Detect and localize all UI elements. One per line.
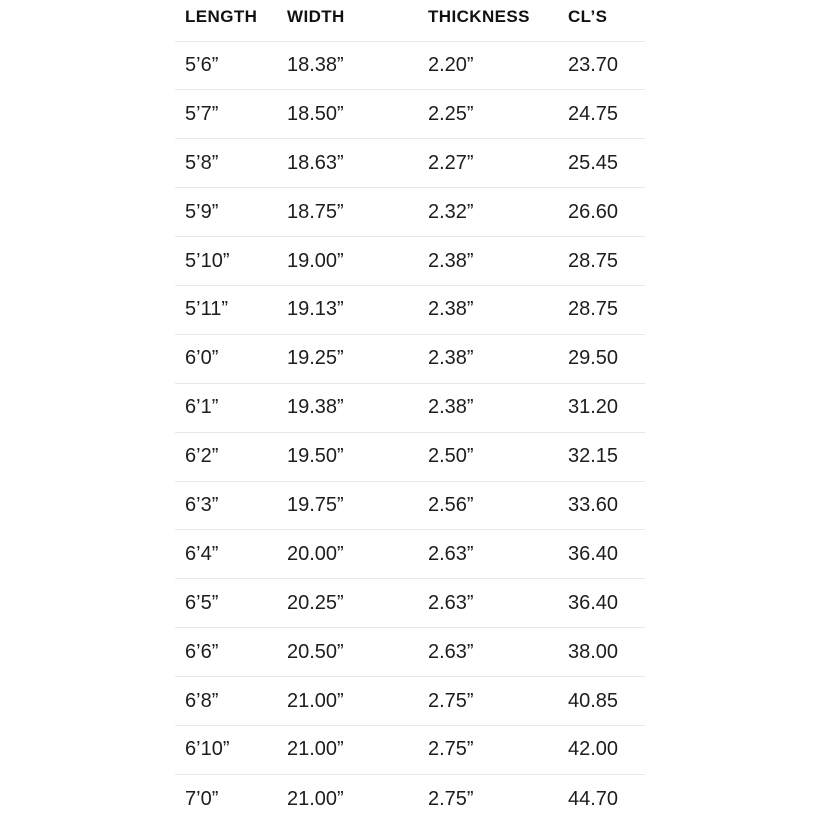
table-cell: 44.70: [568, 787, 619, 810]
table-cell: 2.56”: [428, 493, 474, 516]
table-cell: 2.38”: [428, 396, 474, 419]
table-cell: 21.00”: [287, 738, 344, 761]
table-row: 5’6” 18.38” 2.20” 23.70: [175, 41, 645, 90]
table-cell: 18.38”: [287, 53, 344, 76]
table-cell: 2.32”: [428, 200, 474, 223]
table-cell: 2.38”: [428, 347, 474, 370]
table-cell: 28.75: [568, 298, 619, 321]
table-cell: 6’8”: [185, 689, 219, 712]
table-cell: 24.75: [568, 102, 619, 125]
table-cell: 2.75”: [428, 738, 474, 761]
size-chart-table: LENGTH WIDTH THICKNESS CL’S 5’6” 18.38” 2.…: [175, 0, 645, 823]
table-row: 6’6” 20.50” 2.63” 38.00: [175, 627, 645, 677]
table-cell: 32.15: [568, 445, 619, 468]
table-cell: 5’6”: [185, 53, 219, 76]
table-cell: 6’5”: [185, 591, 219, 614]
table-row: 6’0” 19.25” 2.38” 29.50: [175, 334, 645, 383]
table-cell: 21.00”: [287, 787, 344, 810]
table-cell: 2.27”: [428, 151, 474, 174]
table-cell: 19.13”: [287, 298, 344, 321]
table-row: 6’10” 21.00” 2.75” 42.00: [175, 725, 645, 774]
table-cell: 2.25”: [428, 102, 474, 125]
table-cell: 18.63”: [287, 151, 344, 174]
column-header-length: LENGTH: [185, 7, 258, 27]
table-cell: 2.50”: [428, 445, 474, 468]
table-cell: 6’4”: [185, 542, 219, 565]
table-cell: 33.60: [568, 493, 619, 516]
table-cell: 2.75”: [428, 787, 474, 810]
table-cell: 2.38”: [428, 249, 474, 272]
column-header-width: WIDTH: [287, 7, 345, 27]
table-cell: 19.50”: [287, 445, 344, 468]
table-cell: 2.38”: [428, 298, 474, 321]
table-row: 6’1” 19.38” 2.38” 31.20: [175, 383, 645, 432]
table-cell: 19.75”: [287, 493, 344, 516]
table-row: 6’5” 20.25” 2.63” 36.40: [175, 578, 645, 628]
table-row: 5’8” 18.63” 2.27” 25.45: [175, 138, 645, 188]
table-cell: 7’0”: [185, 787, 219, 810]
table-cell: 2.63”: [428, 591, 474, 614]
table-cell: 2.75”: [428, 689, 474, 712]
table-cell: 2.20”: [428, 53, 474, 76]
table-cell: 2.63”: [428, 542, 474, 565]
table-cell: 5’9”: [185, 200, 219, 223]
table-cell: 19.25”: [287, 347, 344, 370]
table-row: 6’8” 21.00” 2.75” 40.85: [175, 676, 645, 726]
table-cell: 6’1”: [185, 396, 219, 419]
size-chart: LENGTH WIDTH THICKNESS CL’S 5’6” 18.38” 2.…: [175, 0, 645, 823]
table-cell: 6’2”: [185, 445, 219, 468]
table-cell: 20.00”: [287, 542, 344, 565]
table-cell: 19.00”: [287, 249, 344, 272]
header-row: LENGTH WIDTH THICKNESS CL’S: [175, 0, 645, 41]
table-cell: 6’3”: [185, 493, 219, 516]
table-cell: 21.00”: [287, 689, 344, 712]
table-cell: 25.45: [568, 151, 619, 174]
table-cell: 20.25”: [287, 591, 344, 614]
table-cell: 31.20: [568, 396, 619, 419]
table-cell: 42.00: [568, 738, 619, 761]
table-row: 6’2” 19.50” 2.50” 32.15: [175, 432, 645, 481]
table-cell: 38.00: [568, 640, 619, 663]
table-cell: 6’6”: [185, 640, 219, 663]
table-cell: 18.75”: [287, 200, 344, 223]
table-cell: 5’8”: [185, 151, 219, 174]
table-cell: 6’10”: [185, 738, 230, 761]
table-row: 6’3” 19.75” 2.56” 33.60: [175, 481, 645, 530]
column-header-thickness: THICKNESS: [428, 7, 530, 27]
table-cell: 28.75: [568, 249, 619, 272]
table-cell: 5’7”: [185, 102, 219, 125]
table-cell: 23.70: [568, 53, 619, 76]
table-row: 5’9” 18.75” 2.32” 26.60: [175, 187, 645, 237]
table-row: 6’4” 20.00” 2.63” 36.40: [175, 529, 645, 579]
column-header-cls: CL’S: [568, 7, 608, 27]
table-cell: 36.40: [568, 542, 619, 565]
table-body: 5’6” 18.38” 2.20” 23.70 5’7” 18.50” 2.25” 24.75…: [175, 41, 645, 823]
table-cell: 6’0”: [185, 347, 219, 370]
table-cell: 29.50: [568, 347, 619, 370]
table-cell: 19.38”: [287, 396, 344, 419]
table-cell: 40.85: [568, 689, 619, 712]
table-cell: 20.50”: [287, 640, 344, 663]
table-cell: 5’11”: [185, 298, 228, 321]
table-cell: 18.50”: [287, 102, 344, 125]
table-cell: 26.60: [568, 200, 619, 223]
table-row: 5’7” 18.50” 2.25” 24.75: [175, 89, 645, 139]
table-header: LENGTH WIDTH THICKNESS CL’S: [175, 0, 645, 41]
table-cell: 5’10”: [185, 249, 230, 272]
table-cell: 36.40: [568, 591, 619, 614]
table-cell: 2.63”: [428, 640, 474, 663]
table-row: 5’10” 19.00” 2.38” 28.75: [175, 236, 645, 286]
table-row: 7’0” 21.00” 2.75” 44.70: [175, 774, 645, 823]
table-row: 5’11” 19.13” 2.38” 28.75: [175, 285, 645, 334]
